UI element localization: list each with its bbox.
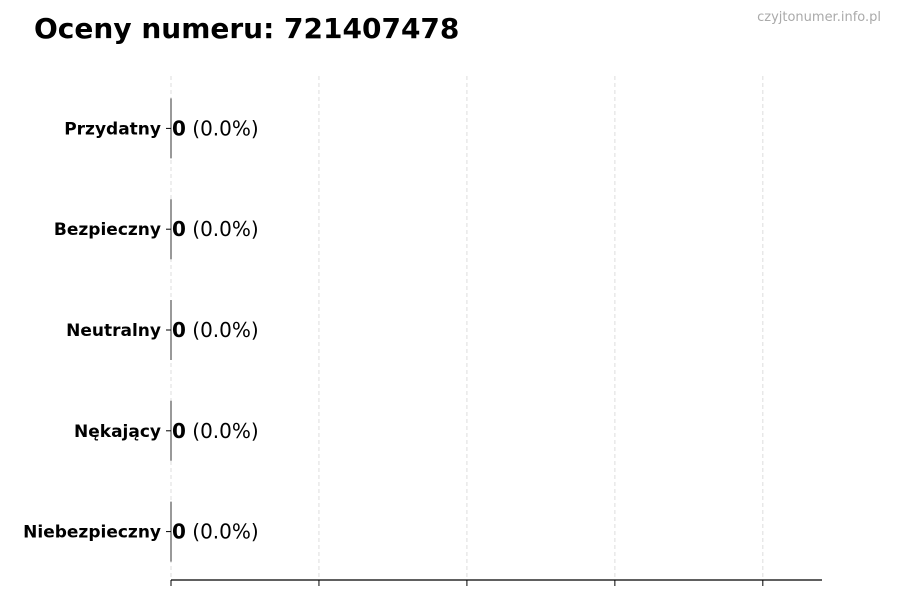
data-label-pct: (0.0%) — [186, 419, 259, 443]
data-label-pct: (0.0%) — [186, 520, 259, 544]
data-label: 0 (0.0%) — [172, 419, 259, 443]
category-label: Neutralny — [66, 321, 161, 341]
category-label: Nękający — [74, 422, 161, 442]
data-label: 0 (0.0%) — [172, 318, 259, 342]
chart-title: Oceny numeru: 721407478 — [34, 12, 460, 45]
data-label-pct: (0.0%) — [186, 318, 259, 342]
data-label-count: 0 — [172, 520, 186, 544]
data-label-count: 0 — [172, 318, 186, 342]
category-label: Niebezpieczny — [23, 523, 161, 543]
data-label-count: 0 — [172, 217, 186, 241]
data-label: 0 (0.0%) — [172, 217, 259, 241]
data-label: 0 (0.0%) — [172, 116, 259, 140]
category-label: Bezpieczny — [54, 220, 161, 240]
watermark: czyjtonumer.info.pl — [757, 10, 881, 25]
data-label-pct: (0.0%) — [186, 116, 259, 140]
category-label: Przydatny — [64, 119, 161, 139]
data-label-count: 0 — [172, 116, 186, 140]
data-label-pct: (0.0%) — [186, 217, 259, 241]
data-label-count: 0 — [172, 419, 186, 443]
data-label: 0 (0.0%) — [172, 520, 259, 544]
